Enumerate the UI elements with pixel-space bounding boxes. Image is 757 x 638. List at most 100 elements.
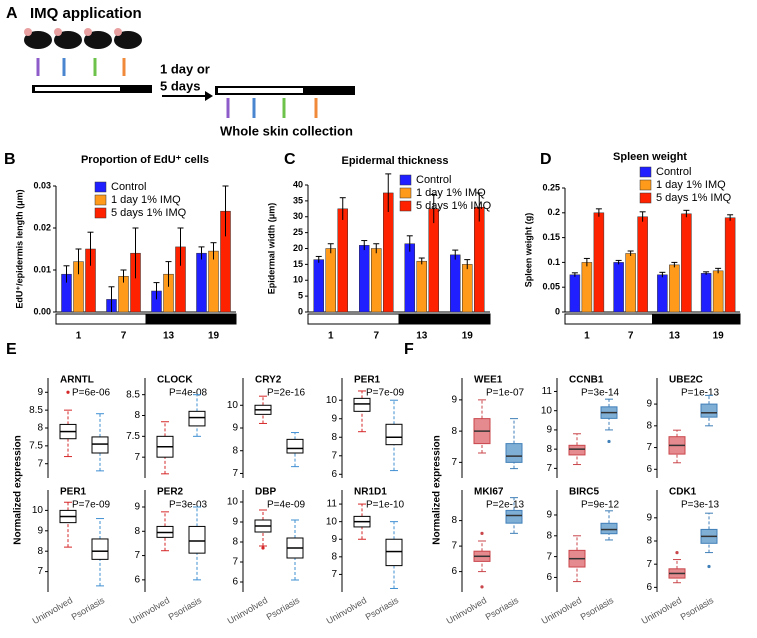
dark-phase	[145, 313, 237, 325]
y-tick-label: 0	[298, 306, 303, 316]
legend-label: 5 days 1% IMQ	[416, 200, 492, 212]
group-label: Psoriasis	[265, 595, 302, 622]
panel-letter: C	[284, 151, 296, 168]
y-tick-label: 11	[327, 499, 338, 510]
y-tick-label: 9	[134, 502, 140, 513]
bar	[450, 254, 461, 313]
panel-letter: E	[6, 341, 17, 358]
error-bar	[373, 243, 380, 254]
bar	[712, 270, 724, 313]
collection-label: Whole skin collection	[220, 123, 353, 138]
y-tick-label: 0.2	[547, 207, 560, 217]
subplot-title: NR1D1	[354, 487, 387, 498]
bar	[462, 264, 473, 313]
light-phase	[307, 313, 400, 325]
x-tick-label: 19	[462, 331, 474, 342]
y-axis-label: EdU⁺/epidermis length (μm)	[14, 189, 24, 308]
subplot-title: PER1	[354, 375, 381, 386]
bar	[404, 243, 415, 313]
error-bar	[715, 267, 722, 274]
y-tick-label: 7	[232, 468, 238, 479]
panel-letter: D	[540, 151, 552, 168]
bar	[196, 252, 207, 313]
y-tick-label: 11	[542, 386, 553, 397]
error-bar	[615, 259, 622, 265]
y-tick-label: 6	[451, 566, 457, 577]
y-axis-label: Spleen weight (g)	[523, 213, 533, 288]
subplot-title: UBE2C	[669, 375, 703, 386]
subplot-title: CDK1	[669, 487, 697, 498]
p-value: P=2e-16	[267, 388, 306, 399]
bar	[474, 206, 485, 313]
y-tick-label: 8	[451, 426, 457, 437]
error-bar	[659, 271, 666, 278]
y-tick-label: 8	[546, 444, 552, 455]
y-tick-label: 9	[646, 512, 652, 523]
y-tick-label: 0.00	[33, 306, 51, 316]
legend-swatch	[94, 207, 107, 219]
error-bar	[361, 240, 368, 251]
bar	[569, 274, 581, 313]
y-tick-label: 0.1	[547, 257, 560, 267]
error-bar	[87, 231, 94, 266]
group-label: Psoriasis	[364, 595, 401, 622]
subplot-title: DBP	[255, 487, 276, 498]
y-tick-label: 8	[232, 445, 238, 456]
error-bar	[120, 269, 127, 283]
y-tick-label: 6	[646, 582, 652, 593]
bar	[593, 212, 605, 313]
y-tick-label: 6	[546, 572, 552, 583]
error-bar	[165, 261, 172, 287]
y-tick-label: 7	[451, 457, 457, 468]
legend-swatch	[94, 181, 107, 193]
legend-swatch	[639, 166, 652, 178]
y-tick-label: 7	[37, 458, 43, 469]
bar	[657, 274, 668, 313]
p-value: P=9e-12	[581, 500, 620, 511]
error-bar	[222, 185, 229, 237]
y-tick-label: 0.25	[542, 182, 560, 192]
bar	[313, 259, 324, 313]
group-label: Uninvolved	[128, 595, 172, 626]
x-tick-label: 1	[584, 331, 590, 342]
subplot-title: CCNB1	[569, 375, 604, 386]
box	[188, 410, 206, 427]
error-bar	[327, 243, 334, 254]
y-tick-label: 7.5	[126, 431, 140, 442]
error-bar	[75, 248, 82, 275]
error-bar	[627, 250, 634, 256]
box	[188, 525, 206, 554]
y-axis-label: Epidermal width (μm)	[266, 203, 276, 295]
subplot-title: CLOCK	[157, 375, 193, 386]
p-value: P=7e-09	[366, 388, 405, 399]
chart-title: Spleen weight	[613, 151, 687, 163]
bar	[681, 213, 692, 313]
y-tick-label: 8	[546, 530, 552, 541]
box	[385, 538, 403, 567]
legend-label: Control	[656, 166, 691, 178]
box	[505, 509, 523, 524]
group-label: Psoriasis	[70, 595, 107, 622]
bar	[208, 250, 219, 313]
group-label: Uninvolved	[640, 595, 684, 626]
y-tick-label: 9	[646, 399, 652, 410]
p-value: P=3e-14	[581, 388, 620, 399]
timeline-light	[218, 88, 303, 93]
error-bar	[315, 255, 322, 263]
error-bar	[452, 249, 459, 260]
x-tick-label: 13	[416, 331, 428, 342]
legend-label: Control	[111, 181, 146, 193]
y-tick-label: 5	[298, 291, 303, 301]
light-phase	[55, 313, 147, 325]
y-axis-label: Normalized expression	[13, 435, 24, 544]
y-tick-label: 8	[646, 420, 652, 431]
y-tick-label: 8	[37, 546, 43, 557]
y-tick-label: 0.15	[542, 232, 560, 242]
error-bar	[671, 261, 678, 268]
subplot-title: PER2	[157, 487, 184, 498]
subplot-title: MKI67	[474, 487, 504, 498]
light-phase	[564, 313, 653, 325]
box	[91, 436, 109, 454]
error-bar	[703, 271, 710, 275]
y-tick-label: 10	[227, 497, 239, 508]
